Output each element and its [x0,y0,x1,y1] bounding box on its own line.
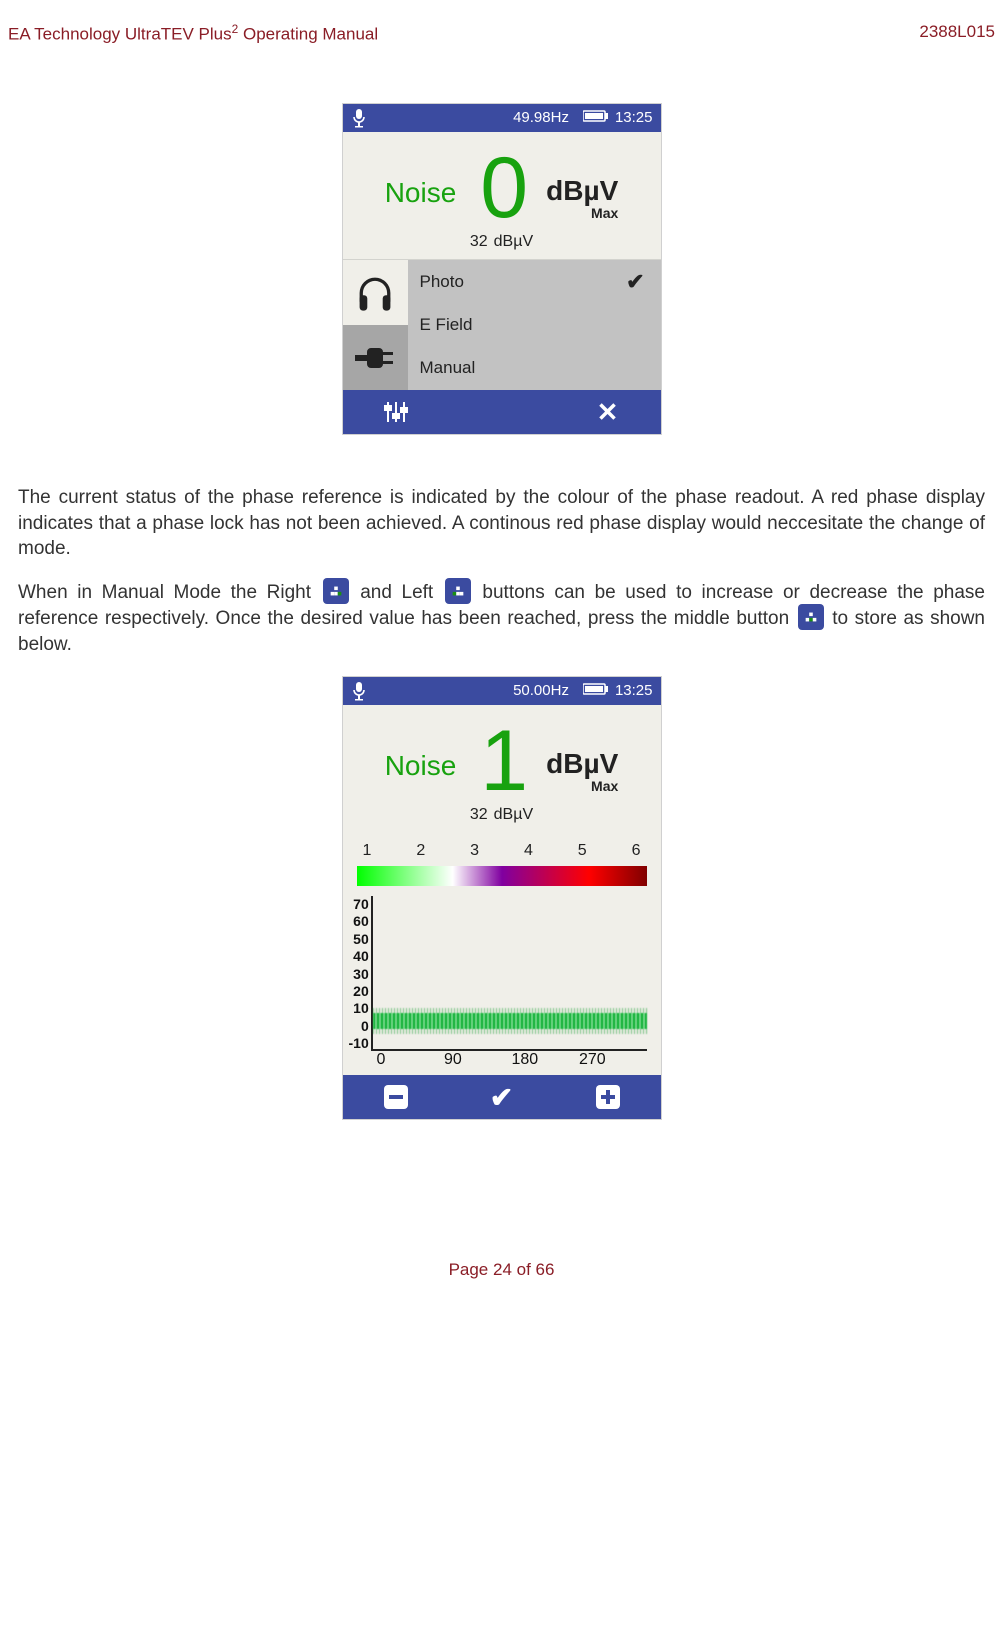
device-screenshot-2: 50.00Hz 13:25 Noise 1 dBµV Max 32 dBµV 1… [342,676,662,1120]
status-frequency: 50.00Hz [513,682,569,699]
status-time: 13:25 [615,109,653,126]
reading-unit: dBµV [546,748,618,780]
device-screenshot-1: 49.98Hz 13:25 Noise 0 dBµV Max 32 dBµV [342,103,662,435]
confirm-button[interactable]: ✔ [482,1081,522,1114]
noise-trace [373,1013,647,1029]
menu-item-manual[interactable]: Manual [408,346,661,389]
battery-icon [583,682,609,699]
right-button-icon [323,578,349,604]
color-gradient-bar [357,866,647,886]
reading-unit: dBµV [546,175,618,207]
phase-chart: 70 60 50 40 30 20 10 0 -10 [349,896,655,1051]
sub-reading-unit: dBµV [494,233,533,251]
plot-area [371,896,647,1051]
ytick: 50 [353,931,369,947]
y-axis-labels: 70 60 50 40 30 20 10 0 -10 [349,896,371,1051]
ytick: 60 [353,913,369,929]
grad-label: 1 [363,842,372,860]
sub-reading-unit: dBµV [494,806,533,824]
settings-icon[interactable] [376,398,416,426]
battery-icon [583,109,609,126]
ytick: 40 [353,948,369,964]
check-icon: ✔ [626,269,644,295]
grad-label: 4 [524,842,533,860]
reading-value: 0 [480,150,528,227]
xtick: 0 [377,1051,445,1069]
grad-label: 3 [470,842,479,860]
reading-max-label: Max [591,778,618,794]
page-footer: Page 24 of 66 [0,1260,1003,1280]
x-axis-labels: 0 90 180 270 [377,1051,647,1069]
menu-list: Photo ✔ E Field Manual [408,260,661,390]
plus-button[interactable] [588,1083,628,1111]
grad-label: 6 [632,842,641,860]
left-button-icon [445,578,471,604]
reading-max-label: Max [591,205,618,221]
menu-item-label: Manual [420,358,476,378]
headphones-icon[interactable] [343,260,408,325]
page-header: EA Technology UltraTEV Plus2 Operating M… [0,0,1003,53]
status-bar: 49.98Hz 13:25 [343,104,661,132]
xtick: 180 [512,1051,580,1069]
noise-label: Noise [385,177,457,209]
side-icon-column [343,260,408,390]
grad-label: 5 [578,842,587,860]
mic-icon [351,681,369,701]
mic-icon [351,108,369,128]
menu-item-label: E Field [420,315,473,335]
sub-reading-value: 32 [470,806,488,824]
ytick: -10 [349,1035,369,1051]
xtick: 90 [444,1051,512,1069]
menu-item-label: Photo [420,272,464,292]
paragraph-1: The current status of the phase referenc… [18,485,985,562]
xtick: 270 [579,1051,647,1069]
close-button[interactable]: ✕ [588,397,628,428]
status-bar: 50.00Hz 13:25 [343,677,661,705]
reading-panel: Noise 0 dBµV Max 32 dBµV [343,132,661,259]
menu-item-efield[interactable]: E Field [408,303,661,346]
header-title-post: Operating Manual [238,25,378,44]
ytick: 70 [353,896,369,912]
ytick: 10 [353,1000,369,1016]
chart-area: 1 2 3 4 5 6 70 60 50 40 30 20 10 0 -10 [343,832,661,1075]
ytick: 20 [353,983,369,999]
header-doc-number: 2388L015 [919,22,995,45]
paragraph-2: When in Manual Mode the Right and Left b… [18,580,985,658]
bottom-bar: ✕ [343,390,661,434]
ytick: 30 [353,966,369,982]
reading-value: 1 [480,723,528,800]
menu-padding [408,389,661,390]
ytick: 0 [361,1018,369,1034]
status-frequency: 49.98Hz [513,109,569,126]
plug-icon[interactable] [343,325,408,390]
header-title-pre: EA Technology UltraTEV Plus [8,25,232,44]
noise-label: Noise [385,750,457,782]
grad-label: 2 [416,842,425,860]
reading-panel: Noise 1 dBµV Max 32 dBµV [343,705,661,832]
para2-t2: and Left [351,582,443,603]
sub-reading-value: 32 [470,233,488,251]
middle-button-icon [798,604,824,630]
bottom-bar: ✔ [343,1075,661,1119]
minus-button[interactable] [376,1083,416,1111]
status-time: 13:25 [615,682,653,699]
menu-area: Photo ✔ E Field Manual [343,259,661,390]
para2-t1: When in Manual Mode the Right [18,582,321,603]
header-title: EA Technology UltraTEV Plus2 Operating M… [8,22,378,45]
gradient-labels: 1 2 3 4 5 6 [349,842,655,862]
menu-item-photo[interactable]: Photo ✔ [408,260,661,303]
